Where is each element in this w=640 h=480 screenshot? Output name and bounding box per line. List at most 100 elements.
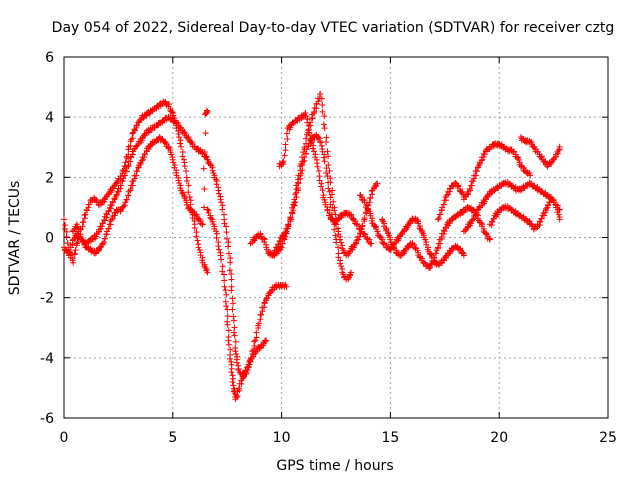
data-point [323, 169, 330, 176]
data-point [308, 139, 315, 146]
data-point [319, 187, 326, 194]
data-point [473, 168, 480, 175]
data-point [436, 211, 443, 218]
data-point [227, 346, 234, 353]
data-point [332, 232, 339, 239]
data-point [325, 153, 332, 160]
data-point [308, 136, 315, 143]
data-point [230, 313, 237, 320]
data-point [209, 167, 216, 174]
data-point [318, 95, 325, 102]
data-point [330, 198, 337, 205]
data-point [193, 233, 200, 240]
data-point [225, 341, 232, 348]
data-point [218, 199, 225, 206]
data-point [230, 317, 237, 324]
data-point [279, 159, 286, 166]
data-point [105, 208, 112, 215]
data-point [201, 148, 208, 155]
data-point [123, 196, 130, 203]
data-point [196, 246, 203, 253]
data-point [117, 182, 124, 189]
data-point [435, 215, 442, 222]
series-track-b [61, 113, 211, 259]
x-tick-label: 20 [490, 430, 508, 446]
series-track-m [486, 195, 563, 233]
data-point [221, 283, 228, 290]
data-point [321, 158, 328, 165]
data-point [431, 254, 438, 261]
data-point [302, 109, 309, 116]
data-point [428, 261, 435, 268]
data-point [199, 257, 206, 264]
data-point [281, 152, 288, 159]
data-point [285, 222, 292, 229]
data-point [416, 225, 423, 232]
data-point [332, 211, 339, 218]
data-point [486, 236, 493, 243]
data-point [183, 178, 190, 185]
series-track-k [435, 140, 534, 223]
data-point [61, 225, 68, 232]
data-point [219, 263, 226, 270]
data-point [314, 160, 321, 167]
data-point [221, 277, 228, 284]
data-point [127, 185, 134, 192]
data-point [186, 193, 193, 200]
data-point [223, 291, 230, 298]
data-point [226, 267, 233, 274]
data-point [258, 311, 265, 318]
data-point [367, 194, 374, 201]
data-point [435, 244, 442, 251]
data-point [556, 143, 563, 150]
y-tick-label: 6 [45, 50, 54, 66]
data-point [129, 130, 136, 137]
data-point [207, 161, 214, 168]
y-tick-label: -2 [40, 291, 54, 307]
data-point [181, 163, 188, 170]
data-point [323, 139, 330, 146]
data-point [432, 250, 439, 257]
data-point [169, 156, 176, 163]
data-point [442, 225, 449, 232]
data-point [213, 234, 220, 241]
data-point [219, 268, 226, 275]
data-point [379, 216, 386, 223]
data-point [435, 216, 442, 223]
data-point [287, 214, 294, 221]
data-point [224, 306, 231, 313]
data-point [219, 206, 226, 213]
data-point [368, 240, 375, 247]
data-point [537, 219, 544, 226]
data-point [263, 337, 270, 344]
data-point [460, 252, 467, 259]
data-point [103, 211, 110, 218]
data-point [177, 140, 184, 147]
data-point [475, 162, 482, 169]
data-point [361, 214, 368, 221]
data-point [228, 369, 235, 376]
data-point [283, 130, 290, 137]
x-tick-label: 5 [168, 430, 177, 446]
data-point [203, 107, 210, 114]
data-point [227, 259, 234, 266]
data-point [527, 172, 534, 179]
data-point [335, 244, 342, 251]
series-track-f [247, 131, 355, 283]
data-point [280, 158, 287, 165]
series-track-a [61, 98, 211, 276]
data-point [222, 287, 229, 294]
data-point [141, 153, 148, 160]
data-point [422, 236, 429, 243]
data-point [108, 216, 115, 223]
series-track-g [269, 90, 381, 259]
data-point [294, 176, 301, 183]
data-point [336, 260, 343, 267]
data-point [320, 121, 327, 128]
data-point [301, 144, 308, 151]
data-point [441, 228, 448, 235]
data-point [283, 283, 290, 290]
data-point [306, 129, 313, 136]
y-axis-label: SDTVAR / TECUs [7, 181, 23, 296]
